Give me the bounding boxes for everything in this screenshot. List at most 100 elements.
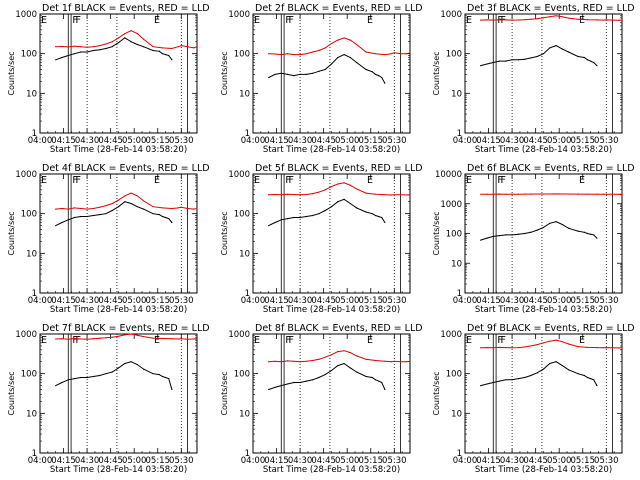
- series-events-point: [67, 219, 69, 221]
- series-events-point: [73, 378, 76, 380]
- series-lld-point: [152, 337, 154, 339]
- series-events-point: [596, 385, 598, 387]
- series-events-point: [86, 376, 88, 379]
- series-events-point: [161, 215, 164, 218]
- series-lld-point: [293, 53, 295, 56]
- y-tick-label: 100: [446, 50, 462, 60]
- series-events-point: [384, 388, 386, 391]
- series-lld-point: [274, 193, 276, 196]
- series-lld-point: [61, 338, 63, 340]
- x-tick-label: 04:30: [288, 296, 313, 306]
- series-lld-point: [73, 45, 76, 47]
- series-lld-point: [399, 194, 402, 196]
- series-events-point: [274, 386, 276, 389]
- flag-label: E: [367, 335, 373, 346]
- x-tick-label: 05:15: [359, 136, 384, 146]
- series-events-point: [568, 227, 570, 229]
- series-events-point: [67, 54, 69, 57]
- x-axis-label: Start Time (28-Feb-14 03:58:20): [50, 145, 187, 155]
- y-tick-label: 1: [457, 449, 462, 459]
- series-events-point: [286, 218, 289, 220]
- series-lld-point: [555, 15, 557, 17]
- series-events-point: [305, 215, 307, 218]
- flag-label: F: [285, 335, 290, 346]
- panel-title: Det 7f BLACK = Events, RED = LLD: [42, 323, 210, 334]
- series-events-line: [268, 198, 386, 227]
- series-events-point: [152, 213, 154, 215]
- series-events-point: [130, 41, 132, 43]
- series-lld-point: [517, 346, 519, 349]
- flag-label: F: [72, 15, 77, 26]
- series-lld-point: [111, 202, 113, 205]
- series-lld-point: [143, 335, 145, 338]
- series-lld-point: [136, 334, 138, 336]
- series-events-point: [305, 73, 307, 76]
- series-events-point: [136, 206, 138, 208]
- x-axis-label: Start Time (28-Feb-14 03:58:20): [263, 465, 400, 475]
- x-tick-label: 04:30: [75, 296, 100, 306]
- series-lld-point: [80, 46, 82, 48]
- series-events-point: [99, 374, 101, 377]
- series-events-point: [293, 74, 295, 77]
- series-events-point: [324, 209, 326, 212]
- y-tick-label: 100: [234, 210, 250, 220]
- series-events-point: [117, 206, 120, 208]
- series-lld-point: [577, 193, 579, 195]
- series-events-point: [593, 234, 595, 236]
- x-tick-label: 05:30: [169, 296, 194, 306]
- series-lld-point: [605, 346, 607, 349]
- series-events-point: [568, 369, 570, 371]
- x-tick-label: 04:15: [51, 136, 76, 146]
- series-events-point: [384, 82, 386, 84]
- flag-label: F: [501, 175, 506, 186]
- y-axis-label: Counts/sec: [432, 211, 441, 255]
- x-tick-label: 04:45: [311, 296, 336, 306]
- y-tick-label: 1: [245, 129, 250, 139]
- series-lld-point: [73, 337, 76, 340]
- series-events-point: [365, 375, 367, 378]
- series-lld-line: [55, 30, 198, 50]
- flag-label: F: [501, 15, 506, 26]
- series-events-point: [86, 51, 88, 53]
- series-lld-point: [486, 19, 488, 21]
- series-events-point: [480, 239, 482, 241]
- series-lld-point: [117, 37, 120, 39]
- y-tick-label: 1000: [15, 10, 37, 20]
- x-tick-label: 04:30: [288, 456, 313, 466]
- y-tick-label: 100: [234, 50, 250, 60]
- series-events-point: [349, 56, 351, 59]
- series-lld-point: [555, 339, 557, 341]
- series-events-point: [374, 379, 377, 381]
- x-tick-label: 04:15: [51, 296, 76, 306]
- series-events-point: [480, 385, 482, 387]
- series-lld-point: [105, 43, 107, 45]
- series-lld-point: [268, 194, 270, 196]
- series-events-point: [165, 53, 167, 56]
- series-events-point: [143, 46, 145, 48]
- series-events-point: [555, 44, 557, 47]
- x-tick-label: 04:30: [500, 296, 525, 306]
- series-lld-point: [621, 19, 623, 21]
- series-events-point: [105, 373, 107, 375]
- series-events-point: [536, 229, 538, 231]
- y-tick-label: 1: [457, 289, 462, 299]
- series-events-point: [596, 237, 598, 239]
- series-lld-point: [621, 193, 623, 195]
- series-lld-point: [330, 42, 333, 45]
- series-events-point: [577, 373, 579, 375]
- series-lld-point: [409, 52, 411, 54]
- series-lld-point: [561, 341, 563, 343]
- x-tick-label: 05:00: [335, 296, 360, 306]
- plot-frame: [252, 13, 411, 134]
- series-lld-point: [67, 208, 69, 210]
- x-tick-label: 04:00: [241, 296, 266, 306]
- x-axis-label: Start Time (28-Feb-14 03:58:20): [50, 465, 187, 475]
- series-events-point: [168, 378, 170, 380]
- series-lld-point: [186, 46, 189, 48]
- series-events-point: [168, 54, 170, 57]
- series-events-point: [330, 369, 333, 372]
- series-lld-point: [274, 53, 276, 55]
- series-lld-point: [406, 194, 408, 196]
- y-tick-label: 10000: [435, 170, 462, 180]
- series-events-point: [374, 214, 377, 217]
